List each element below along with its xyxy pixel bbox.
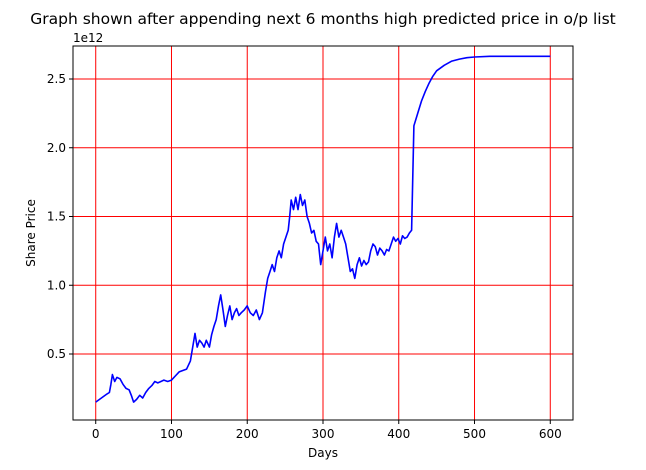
- series-line: [95, 55, 551, 403]
- x-axis-label: Days: [308, 446, 338, 460]
- y-axis: 0.5 1.0 1.5 2.0 2.5: [47, 72, 73, 361]
- y-tick-label: 1.5: [47, 210, 66, 224]
- x-tick-label: 200: [236, 427, 259, 441]
- y-offset-label: 1e12: [73, 31, 103, 45]
- x-tick-label: 0: [92, 427, 100, 441]
- x-tick-label: 500: [463, 427, 486, 441]
- x-axis: 0 100 200 300 400 500 600: [92, 420, 562, 441]
- y-tick-label: 0.5: [47, 347, 66, 361]
- y-axis-label: Share Price: [24, 199, 38, 267]
- x-tick-label: 400: [387, 427, 410, 441]
- x-tick-label: 600: [539, 427, 562, 441]
- chart-title: Graph shown after appending next 6 month…: [30, 10, 615, 28]
- y-tick-label: 1.0: [47, 278, 66, 292]
- x-tick-label: 100: [160, 427, 183, 441]
- series-group: [95, 55, 551, 403]
- y-tick-label: 2.5: [47, 72, 66, 86]
- x-tick-label: 300: [312, 427, 335, 441]
- grid: [73, 46, 573, 420]
- y-tick-label: 2.0: [47, 141, 66, 155]
